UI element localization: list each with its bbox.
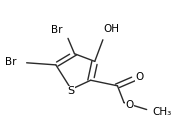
- Text: O: O: [125, 100, 134, 110]
- Text: Br: Br: [5, 57, 16, 67]
- Text: Br: Br: [51, 25, 62, 35]
- Text: OH: OH: [104, 24, 120, 34]
- Text: S: S: [68, 86, 75, 96]
- Text: CH₃: CH₃: [152, 107, 172, 117]
- Text: O: O: [136, 72, 144, 82]
